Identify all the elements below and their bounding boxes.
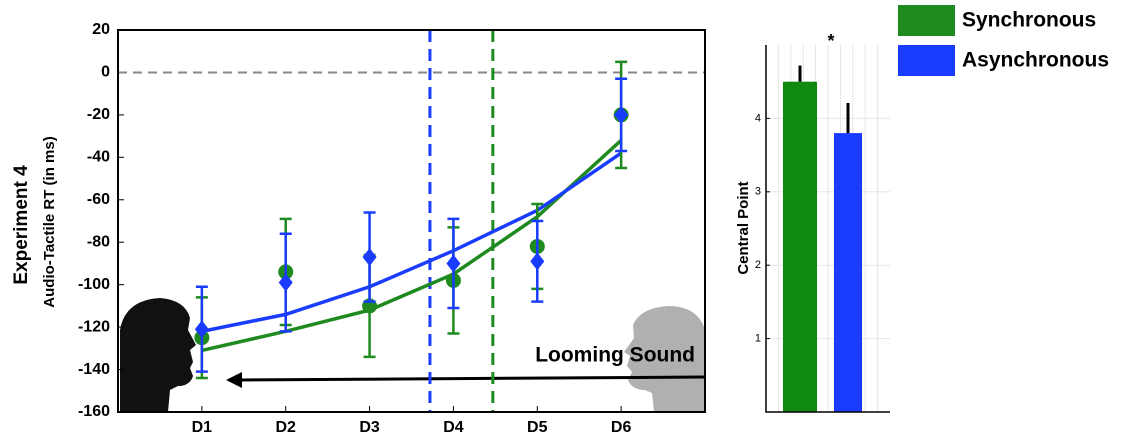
annotation: Looming Sound: [535, 344, 695, 367]
y-tick-label: 1: [755, 333, 761, 345]
y-tick-label: -120: [78, 318, 110, 335]
y-tick-label: 4: [755, 112, 761, 124]
fit-line: [201, 139, 623, 353]
x-tick-label: D4: [443, 419, 464, 436]
legend-swatch: [898, 5, 955, 36]
y-axis-label: Audio-Tactile RT (in ms): [41, 136, 58, 307]
y-tick-label: 0: [101, 64, 110, 81]
x-tick-label: D5: [527, 419, 548, 436]
head-silhouette: [624, 306, 705, 412]
y-tick-label: 2: [755, 259, 761, 271]
y-tick-label: -140: [78, 361, 110, 378]
y-axis-title: Experiment 4: [11, 165, 32, 285]
data-point: [446, 254, 461, 273]
data-point: [278, 273, 293, 292]
y-tick-label: -40: [87, 149, 110, 166]
y-tick-label: -160: [78, 403, 110, 420]
y-axis-label: Central Point: [735, 181, 752, 274]
bar: [834, 133, 862, 412]
data-point: [194, 320, 209, 339]
x-tick-label: D1: [192, 419, 213, 436]
arrow: [237, 375, 706, 382]
y-tick-label: -100: [78, 276, 110, 293]
x-tick-label: D2: [275, 419, 296, 436]
x-tick-label: D3: [359, 419, 380, 436]
legend-label: Asynchronous: [962, 49, 1109, 72]
y-tick-label: -80: [87, 233, 110, 250]
arrow-head: [226, 372, 242, 388]
annotation: *: [827, 31, 834, 51]
data-point: [362, 248, 377, 267]
y-tick-label: 3: [755, 186, 761, 198]
head-silhouette: [120, 298, 196, 412]
axis-line: [765, 45, 890, 413]
bar: [783, 81, 817, 412]
data-point: [530, 252, 545, 271]
x-tick-label: D6: [611, 419, 632, 436]
legend-swatch: [898, 45, 955, 76]
legend-label: Synchronous: [962, 9, 1096, 32]
plot-frame: [117, 29, 706, 413]
y-tick-label: -60: [87, 191, 110, 208]
y-tick-label: -20: [87, 106, 110, 123]
data-point: [614, 105, 629, 124]
fit-line: [201, 151, 623, 334]
y-tick-label: 20: [92, 21, 110, 38]
